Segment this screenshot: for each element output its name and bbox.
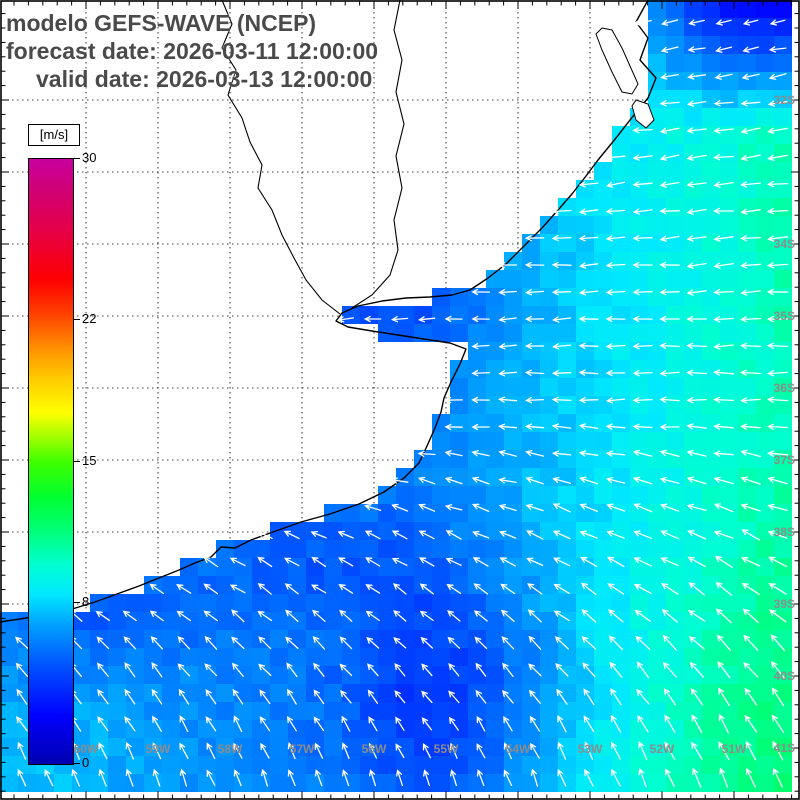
- river-uruguay: [351, 0, 405, 309]
- lat-label-41S: 41S: [774, 741, 795, 755]
- colorbar-tick-mark: [74, 601, 80, 603]
- lat-label-34S: 34S: [774, 237, 795, 251]
- lon-label-55W: 55W: [434, 742, 459, 756]
- lon-label-53W: 53W: [578, 742, 603, 756]
- colorbar-tick-label-22: 22: [82, 311, 97, 327]
- lon-label-60W: 60W: [74, 742, 99, 756]
- colorbar-tick-mark: [74, 319, 80, 321]
- colorbar-tick-mark: [74, 763, 80, 764]
- colorbar-gradient-bar: [28, 158, 74, 765]
- lat-label-39S: 39S: [774, 597, 795, 611]
- colorbar-tick-label-15: 15: [82, 452, 97, 468]
- lon-label-58W: 58W: [218, 742, 243, 756]
- lat-label-35S: 35S: [774, 309, 795, 323]
- coastline-layer: [0, 0, 657, 623]
- lon-label-52W: 52W: [650, 742, 675, 756]
- lon-label-51W: 51W: [722, 742, 747, 756]
- lat-label-40S: 40S: [774, 669, 795, 683]
- lon-label-56W: 56W: [362, 742, 387, 756]
- lat-label-37S: 37S: [774, 453, 795, 467]
- colorbar-tick-mark: [74, 460, 80, 462]
- coastline: [0, 0, 657, 623]
- colorbar-unit-label: [m/s]: [28, 124, 80, 146]
- lat-label-38S: 38S: [774, 525, 795, 539]
- lat-label-36S: 36S: [774, 381, 795, 395]
- coastal-lagoon: [595, 27, 639, 95]
- colorbar: [m/s] 30 22 15 8 0: [26, 124, 136, 784]
- colorbar-tick-label-8: 8: [82, 593, 90, 609]
- coastal-lagoon-small: [631, 99, 655, 129]
- colorbar-tick-label-0: 0: [82, 755, 90, 770]
- lon-label-54W: 54W: [506, 742, 531, 756]
- lon-label-59W: 59W: [146, 742, 171, 756]
- lon-label-57W: 57W: [290, 742, 315, 756]
- lat-label-32S: 32S: [774, 93, 795, 107]
- river-parana: [221, 0, 341, 315]
- wind-arrows: [14, 19, 789, 788]
- colorbar-tick-label-30: 30: [82, 150, 97, 165]
- axis-labels: 32S 34S 35S 36S 37S 38S 39S 40S 41S 60W 59W 58W 57W 5…: [74, 93, 795, 756]
- colorbar-tick-mark: [74, 158, 80, 159]
